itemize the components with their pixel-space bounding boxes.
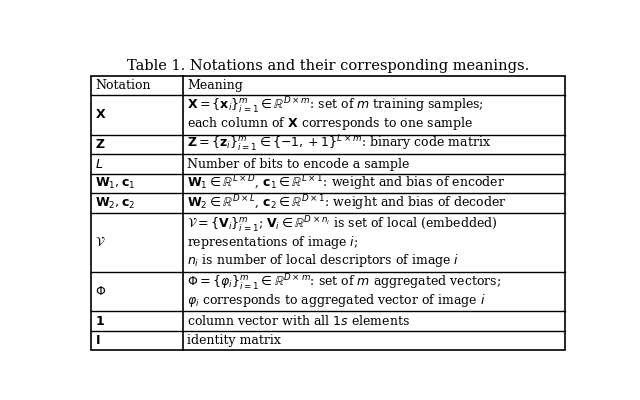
Bar [91, 76, 565, 350]
Text: $\Phi$: $\Phi$ [95, 285, 106, 298]
Text: identity matrix: identity matrix [188, 334, 281, 347]
Text: $\mathcal{V}$: $\mathcal{V}$ [95, 236, 106, 249]
Text: $L$: $L$ [95, 158, 103, 170]
Text: column vector with all $1s$ elements: column vector with all $1s$ elements [188, 314, 410, 328]
Text: $n_i$ is number of local descriptors of image $i$: $n_i$ is number of local descriptors of … [188, 252, 460, 269]
Text: each column of $\mathbf{X}$ corresponds to one sample: each column of $\mathbf{X}$ corresponds … [188, 115, 474, 132]
Text: $\mathbf{I}$: $\mathbf{I}$ [95, 334, 100, 347]
Text: $\mathcal{V} = \{\mathbf{V}_i\}_{i=1}^{m}$; $\mathbf{V}_i \in \mathbb{R}^{D\time: $\mathcal{V} = \{\mathbf{V}_i\}_{i=1}^{m… [188, 215, 498, 235]
Text: $\mathbf{X}$: $\mathbf{X}$ [95, 108, 106, 122]
Text: Number of bits to encode a sample: Number of bits to encode a sample [188, 158, 410, 170]
Text: $\Phi = \{\varphi_i\}_{i=1}^{m} \in \mathbb{R}^{D\times m}$: set of $m$ aggregat: $\Phi = \{\varphi_i\}_{i=1}^{m} \in \mat… [188, 273, 502, 293]
Text: Notation: Notation [95, 79, 150, 92]
Text: $\mathbf{W}_2 \in \mathbb{R}^{D\times L}$, $\mathbf{c}_2 \in \mathbb{R}^{D\times: $\mathbf{W}_2 \in \mathbb{R}^{D\times L}… [188, 194, 507, 213]
Text: $\mathbf{X} = \{\mathbf{x}_i\}_{i=1}^{m} \in \mathbb{R}^{D\times m}$: set of $m$: $\mathbf{X} = \{\mathbf{x}_i\}_{i=1}^{m}… [188, 96, 484, 116]
Text: Table 1. Notations and their corresponding meanings.: Table 1. Notations and their correspondi… [127, 59, 529, 73]
Text: Meaning: Meaning [188, 79, 243, 92]
Text: $\mathbf{W}_1, \mathbf{c}_1$: $\mathbf{W}_1, \mathbf{c}_1$ [95, 176, 136, 191]
Text: $\mathbf{W}_1 \in \mathbb{R}^{L\times D}$, $\mathbf{c}_1 \in \mathbb{R}^{L\times: $\mathbf{W}_1 \in \mathbb{R}^{L\times D}… [188, 174, 506, 194]
Text: $\mathbf{1}$: $\mathbf{1}$ [95, 314, 105, 328]
Text: representations of image $i$;: representations of image $i$; [188, 234, 358, 251]
Text: $\mathbf{W}_2, \mathbf{c}_2$: $\mathbf{W}_2, \mathbf{c}_2$ [95, 196, 135, 211]
Text: $\mathbf{Z}$: $\mathbf{Z}$ [95, 138, 106, 151]
Text: $\mathbf{Z} = \{\mathbf{z}_i\}_{i=1}^{m} \in \{-1,+1\}^{L\times m}$: binary code: $\mathbf{Z} = \{\mathbf{z}_i\}_{i=1}^{m}… [188, 134, 492, 154]
Text: $\varphi_i$ corresponds to aggregated vector of image $i$: $\varphi_i$ corresponds to aggregated ve… [188, 292, 486, 309]
